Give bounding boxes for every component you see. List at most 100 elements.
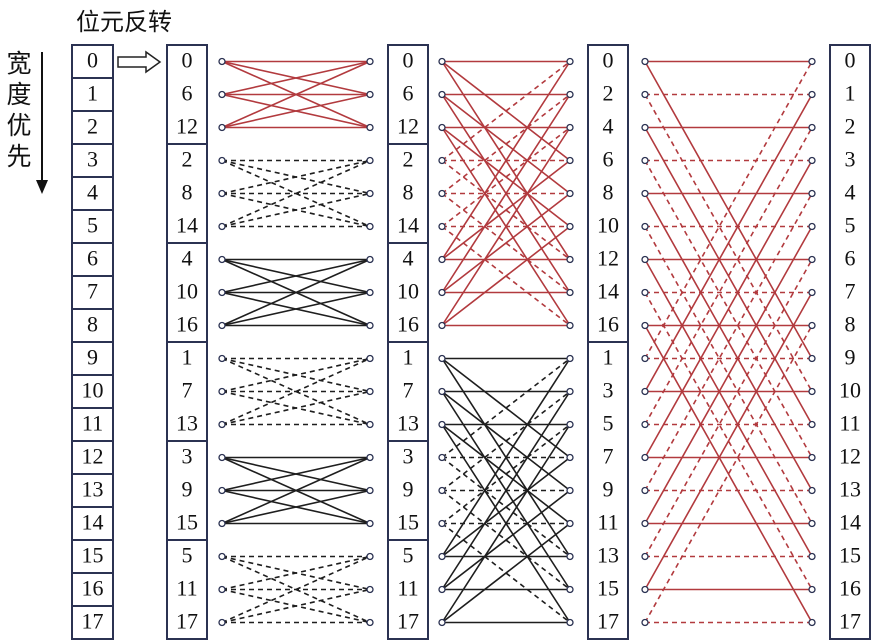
index-label: 5 <box>603 411 614 436</box>
node <box>218 387 226 396</box>
node <box>566 255 574 264</box>
index-label: 10 <box>397 279 419 304</box>
node <box>808 354 816 363</box>
node <box>566 354 574 363</box>
node <box>566 552 574 561</box>
node <box>808 57 816 66</box>
node <box>641 387 649 396</box>
index-label: 9 <box>603 477 614 502</box>
butterfly-edge <box>644 193 813 491</box>
node <box>641 585 649 594</box>
node <box>438 552 446 561</box>
butterfly-edge <box>441 61 571 260</box>
node <box>366 519 374 528</box>
butterfly-edge <box>644 226 813 524</box>
index-label: 0 <box>603 48 614 73</box>
index-label: 10 <box>839 378 861 403</box>
index-label: 8 <box>603 180 614 205</box>
index-label: 15 <box>597 576 619 601</box>
node <box>808 255 816 264</box>
node <box>218 354 226 363</box>
index-label: 16 <box>176 312 198 337</box>
node <box>808 123 816 132</box>
index-label: 14 <box>176 213 198 238</box>
index-label: 5 <box>87 213 98 238</box>
index-label: 0 <box>182 48 193 73</box>
butterfly-edge <box>221 291 371 327</box>
node <box>366 288 374 297</box>
node <box>808 288 816 297</box>
node <box>641 420 649 429</box>
index-label: 8 <box>87 312 98 337</box>
index-label: 13 <box>597 543 619 568</box>
node <box>566 321 574 330</box>
index-label: 13 <box>176 411 198 436</box>
node <box>218 321 226 330</box>
node <box>438 255 446 264</box>
butterfly-edge <box>441 424 571 623</box>
butterfly-edge <box>644 160 813 458</box>
node <box>641 486 649 495</box>
index-label: 17 <box>597 609 619 634</box>
node <box>366 255 374 264</box>
index-label: 3 <box>845 147 856 172</box>
index-label: 7 <box>182 378 193 403</box>
node <box>438 123 446 132</box>
index-label: 6 <box>87 246 98 271</box>
side-label: 宽度优先 <box>3 50 32 174</box>
index-label: 9 <box>403 477 414 502</box>
butterfly-edge <box>441 127 571 326</box>
index-label: 2 <box>182 147 193 172</box>
index-label: 15 <box>397 510 419 535</box>
node <box>641 519 649 528</box>
butterfly-edge <box>221 555 371 624</box>
node <box>366 420 374 429</box>
index-label: 15 <box>82 543 104 568</box>
node <box>641 354 649 363</box>
node <box>808 222 816 231</box>
node <box>566 519 574 528</box>
butterfly-edge <box>644 160 813 458</box>
node <box>366 453 374 462</box>
index-label: 17 <box>839 609 861 634</box>
butterfly-edge <box>221 456 371 492</box>
index-label: 3 <box>182 444 193 469</box>
butterfly-edge <box>221 555 371 591</box>
node <box>641 321 649 330</box>
index-label: 9 <box>845 345 856 370</box>
butterfly-edge <box>221 258 371 327</box>
node <box>218 585 226 594</box>
butterfly-edge <box>644 325 813 623</box>
butterfly-edge <box>644 61 813 359</box>
node <box>366 354 374 363</box>
node <box>566 288 574 297</box>
index-label: 11 <box>597 510 618 535</box>
node <box>566 222 574 231</box>
column-box <box>829 44 871 640</box>
node <box>641 57 649 66</box>
node <box>566 156 574 165</box>
node <box>438 453 446 462</box>
index-label: 5 <box>182 543 193 568</box>
node <box>438 57 446 66</box>
node <box>641 453 649 462</box>
index-label: 14 <box>82 510 104 535</box>
node <box>438 618 446 627</box>
butterfly-edge <box>221 60 371 129</box>
node <box>218 255 226 264</box>
index-label: 7 <box>603 444 614 469</box>
index-label: 0 <box>87 48 98 73</box>
node <box>808 189 816 198</box>
butterfly-edge <box>221 357 371 393</box>
node <box>366 552 374 561</box>
node <box>641 552 649 561</box>
index-label: 15 <box>839 543 861 568</box>
node <box>438 387 446 396</box>
index-label: 1 <box>87 81 98 106</box>
node <box>808 387 816 396</box>
index-label: 11 <box>82 411 103 436</box>
node <box>218 123 226 132</box>
node <box>566 123 574 132</box>
node <box>438 156 446 165</box>
index-label: 12 <box>839 444 861 469</box>
